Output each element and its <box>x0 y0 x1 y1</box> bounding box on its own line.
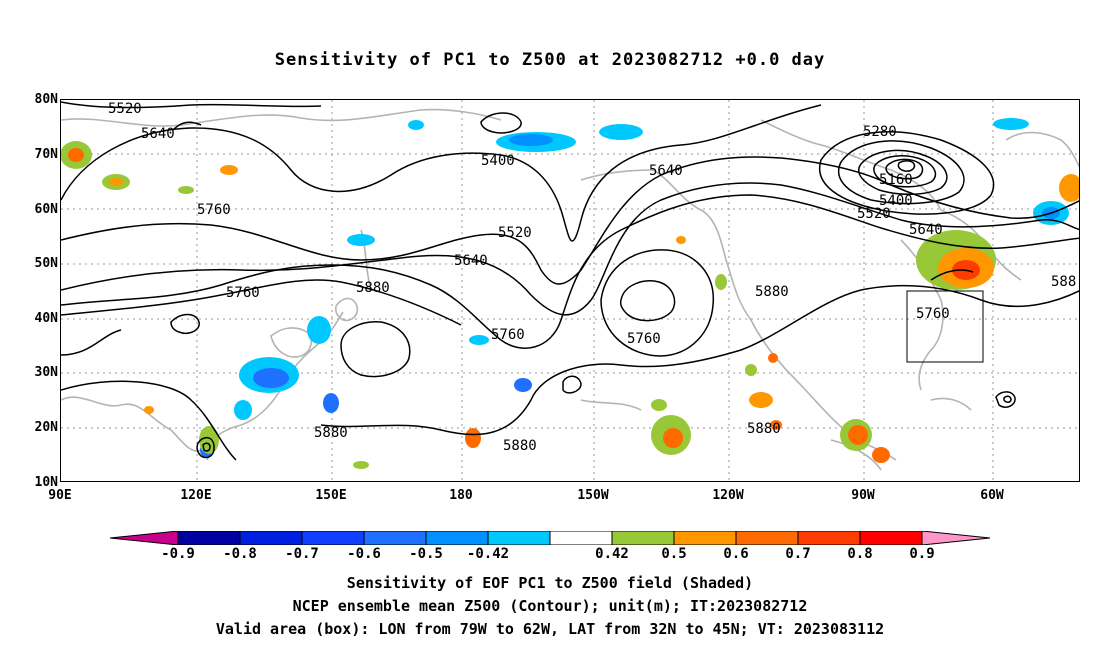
contour-label: 5520 <box>498 225 532 241</box>
z500-contours <box>61 101 1079 461</box>
colorbar-segment <box>611 530 675 546</box>
contour-label: 5280 <box>863 124 897 140</box>
colorbar-tick-label: 0.6 <box>723 546 749 562</box>
contour-label: 5400 <box>879 193 913 209</box>
map-panel: 5520 5640 5400 5760 5520 5640 5760 5880 … <box>60 99 1080 482</box>
contour-label: 588 <box>1051 274 1076 290</box>
colorbar-tick-label: -0.7 <box>285 546 319 562</box>
contour-label: 5880 <box>747 421 781 437</box>
contour-labels: 5520 5640 5400 5760 5520 5640 5760 5880 … <box>108 101 1076 454</box>
colorbar-tick-label: -0.5 <box>409 546 443 562</box>
colorbar-segment <box>549 530 613 546</box>
colorbar-svg <box>109 530 991 546</box>
lat-label-20n: 20N <box>34 420 58 435</box>
colorbar-tick-label: 0.42 <box>595 546 629 562</box>
lat-label-10n: 10N <box>34 475 58 490</box>
contour-label: 5640 <box>454 253 488 269</box>
lon-label-150e: 150E <box>315 488 347 503</box>
colorbar-segment <box>673 530 737 546</box>
contour-label: 5400 <box>481 153 515 169</box>
lat-label-30n: 30N <box>34 365 58 380</box>
colorbar-low-extension <box>109 530 179 546</box>
colorbar-tick-label: -0.9 <box>161 546 195 562</box>
map-svg: 5520 5640 5400 5760 5520 5640 5760 5880 … <box>61 100 1079 481</box>
colorbar-segment <box>363 530 427 546</box>
colorbar-tick-label: -0.8 <box>223 546 257 562</box>
contour-label: 5760 <box>226 285 260 301</box>
contour-label: 5640 <box>649 163 683 179</box>
colorbar-high-extension <box>921 530 991 546</box>
colorbar-tick-label: 0.9 <box>909 546 935 562</box>
contour-label: 5760 <box>491 327 525 343</box>
lat-label-40n: 40N <box>34 311 58 326</box>
lon-label-120e: 120E <box>180 488 212 503</box>
lat-label-60n: 60N <box>34 202 58 217</box>
negative-sensitivity-shading <box>200 118 1069 458</box>
caption-line-1: Sensitivity of EOF PC1 to Z500 field (Sh… <box>346 574 754 592</box>
lat-label-50n: 50N <box>34 256 58 271</box>
lon-label-90e: 90E <box>48 488 72 503</box>
positive-sensitivity-shading <box>61 141 1079 469</box>
colorbar-segment <box>177 530 241 546</box>
caption-line-3: Valid area (box): LON from 79W to 62W, L… <box>215 620 885 638</box>
lon-label-120w: 120W <box>712 488 744 503</box>
contour-label: 5640 <box>909 222 943 238</box>
contour-label: 5640 <box>141 126 175 142</box>
contour-label: 5520 <box>857 206 891 222</box>
colorbar-segment <box>859 530 923 546</box>
contour-label: 5760 <box>197 202 231 218</box>
colorbar-segment <box>735 530 799 546</box>
contour-label: 5160 <box>879 172 913 188</box>
colorbar-tick-label: 0.5 <box>661 546 687 562</box>
lon-label-60w: 60W <box>980 488 1004 503</box>
lon-label-180: 180 <box>449 488 473 503</box>
lat-label-70n: 70N <box>34 147 58 162</box>
valid-area-box <box>906 290 984 363</box>
coastlines <box>61 108 1079 471</box>
contour-label: 5880 <box>356 280 390 296</box>
chart-title: Sensitivity of PC1 to Z500 at 2023082712… <box>274 50 826 70</box>
colorbar-segment <box>425 530 489 546</box>
contour-label: 5880 <box>755 284 789 300</box>
colorbar-segment <box>797 530 861 546</box>
caption-line-2: NCEP ensemble mean Z500 (Contour); unit(… <box>292 597 808 615</box>
lat-label-80n: 80N <box>34 92 58 107</box>
colorbar-tick-label: 0.8 <box>847 546 873 562</box>
lon-label-150w: 150W <box>577 488 609 503</box>
colorbar-tick-label: -0.6 <box>347 546 381 562</box>
colorbar-segment <box>487 530 551 546</box>
colorbar-tick-label: -0.42 <box>466 546 510 562</box>
lon-label-90w: 90W <box>851 488 875 503</box>
colorbar-segment <box>239 530 303 546</box>
colorbar-segment <box>301 530 365 546</box>
contour-label: 5760 <box>916 306 950 322</box>
colorbar <box>109 530 991 546</box>
contour-label: 5880 <box>503 438 537 454</box>
colorbar-tick-label: 0.7 <box>785 546 811 562</box>
contour-label: 5760 <box>627 331 661 347</box>
contour-label: 5880 <box>314 425 348 441</box>
contour-label: 5520 <box>108 101 142 117</box>
